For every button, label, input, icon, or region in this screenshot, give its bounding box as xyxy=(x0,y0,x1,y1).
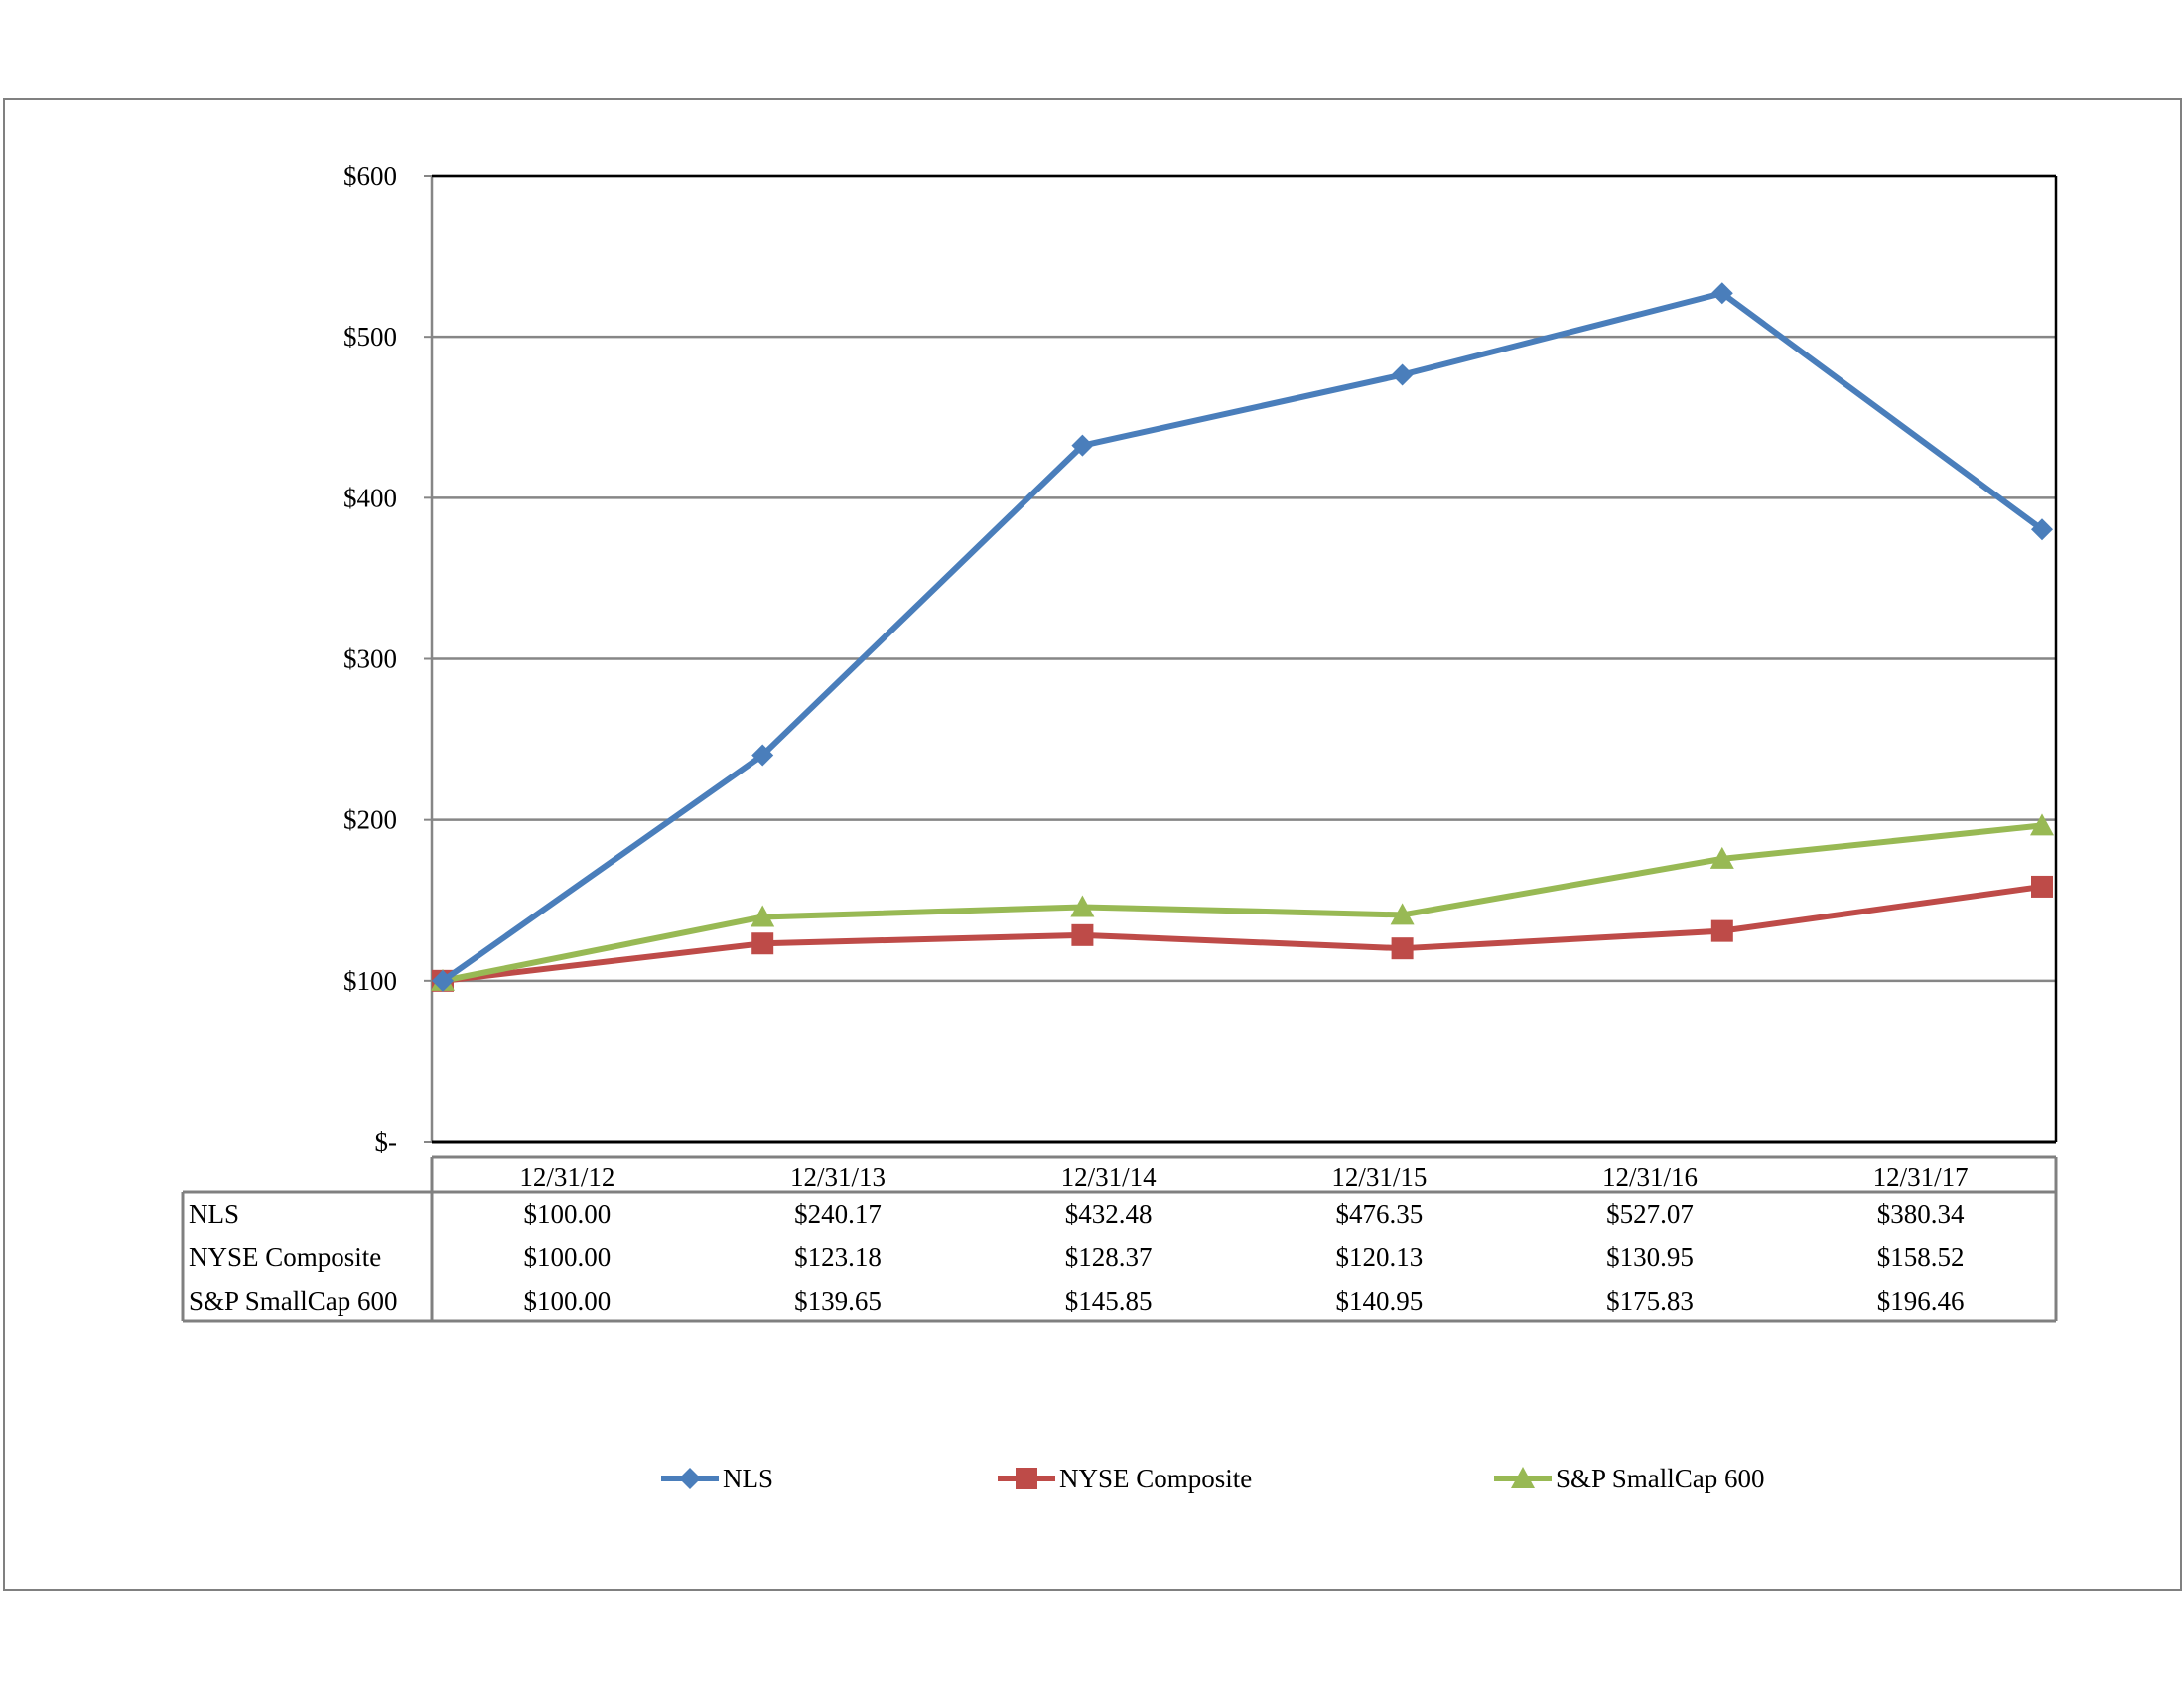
legend-item: S&P SmallCap 600 xyxy=(1494,1464,1765,1493)
x-category-label: 12/31/16 xyxy=(1602,1162,1698,1192)
series-line xyxy=(441,290,2044,984)
data-point xyxy=(751,905,775,927)
series-line xyxy=(442,822,2043,984)
y-tick-label: $500 xyxy=(343,322,397,352)
data-point xyxy=(2031,875,2053,898)
table-cell-value: $100.00 xyxy=(523,1242,611,1272)
table-cell-value: $120.13 xyxy=(1335,1242,1423,1272)
legend-marker-diamond-icon xyxy=(679,1468,701,1489)
table-cell-value: $139.65 xyxy=(794,1286,882,1316)
table-cell-value: $130.95 xyxy=(1606,1242,1694,1272)
legend-item: NYSE Composite xyxy=(998,1464,1252,1493)
table-cell-value: $476.35 xyxy=(1335,1199,1423,1229)
table-cell-value: $158.52 xyxy=(1877,1242,1965,1272)
data-point xyxy=(1391,363,1414,386)
data-point xyxy=(1071,923,1094,946)
table-cell-value: $128.37 xyxy=(1065,1242,1153,1272)
data-point xyxy=(1709,846,1734,869)
y-tick-label: $600 xyxy=(343,161,397,191)
table-cell-value: $527.07 xyxy=(1606,1199,1694,1229)
table-cell-value: $175.83 xyxy=(1606,1286,1694,1316)
legend-item: NLS xyxy=(661,1464,773,1493)
data-point xyxy=(2031,518,2053,541)
table-cell-value: $100.00 xyxy=(523,1286,611,1316)
table-cell-value: $123.18 xyxy=(794,1242,882,1272)
data-point xyxy=(1710,282,1733,305)
table-row-label: NYSE Composite xyxy=(189,1242,381,1272)
data-point xyxy=(1071,434,1094,457)
table-cell-value: $140.95 xyxy=(1335,1286,1423,1316)
x-category-label: 12/31/13 xyxy=(790,1162,886,1192)
data-point xyxy=(1391,937,1414,960)
table-cell-value: $380.34 xyxy=(1877,1199,1965,1229)
legend-marker-square-icon xyxy=(1016,1468,1037,1489)
data-point xyxy=(751,932,774,955)
series-line xyxy=(442,883,2043,984)
legend-label: NYSE Composite xyxy=(1059,1464,1252,1493)
data-point xyxy=(1070,895,1095,917)
chart-frame xyxy=(3,98,2182,1591)
x-category-label: 12/31/12 xyxy=(519,1162,614,1192)
table-row-label: S&P SmallCap 600 xyxy=(189,1286,398,1316)
table-cell-value: $100.00 xyxy=(523,1199,611,1229)
data-point xyxy=(2030,813,2054,836)
y-tick-label: $400 xyxy=(343,483,397,512)
table-row-label: NLS xyxy=(189,1199,239,1229)
x-category-label: 12/31/14 xyxy=(1061,1162,1158,1192)
legend-label: NLS xyxy=(723,1464,773,1493)
data-point xyxy=(1710,919,1733,942)
table-cell-value: $145.85 xyxy=(1065,1286,1153,1316)
x-category-label: 12/31/15 xyxy=(1331,1162,1427,1192)
table-cell-value: $432.48 xyxy=(1065,1199,1153,1229)
y-tick-label: $- xyxy=(375,1127,398,1157)
y-tick-label: $100 xyxy=(343,966,397,996)
legend-marker-triangle-icon xyxy=(1511,1467,1535,1488)
y-tick-label: $300 xyxy=(343,644,397,674)
table-cell-value: $196.46 xyxy=(1877,1286,1965,1316)
data-point xyxy=(432,969,454,992)
x-category-label: 12/31/17 xyxy=(1873,1162,1969,1192)
data-point xyxy=(1390,903,1415,925)
data-point xyxy=(751,744,774,767)
legend-label: S&P SmallCap 600 xyxy=(1556,1464,1765,1493)
y-tick-label: $200 xyxy=(343,805,397,835)
table-cell-value: $240.17 xyxy=(794,1199,882,1229)
